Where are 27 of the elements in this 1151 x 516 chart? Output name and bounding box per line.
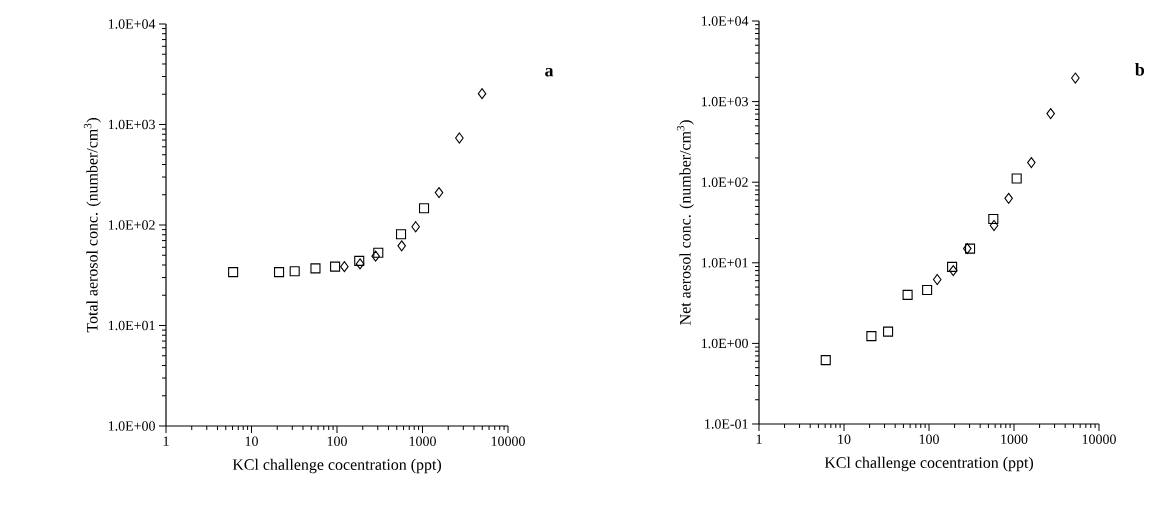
y-tick-label: 1.0E+04 bbox=[108, 19, 156, 29]
x-tick-label: 1000 bbox=[409, 436, 436, 446]
y-tick-label: 1.0E+04 bbox=[701, 16, 749, 26]
y-tick-label: 1.0E+00 bbox=[108, 421, 155, 431]
x-tick-label: 10000 bbox=[1082, 434, 1116, 444]
x-tick-label: 1 bbox=[756, 434, 762, 444]
x-tick-label: 1000 bbox=[1001, 434, 1028, 444]
text: a bbox=[545, 67, 554, 77]
y-tick-label: 1.0E+00 bbox=[701, 338, 748, 349]
x-tick-label: 10000 bbox=[491, 436, 525, 446]
x-tick-label: 100 bbox=[327, 436, 347, 446]
y-axis-title: Net aerosol conc. (number/cm$^{3}$) bbox=[676, 120, 694, 325]
y-tick-label: 1.0E-01 bbox=[705, 419, 748, 429]
x-tick-label: 10 bbox=[245, 436, 258, 446]
x-axis-title: KCl challenge cocentration (ppt) bbox=[232, 458, 442, 474]
x-tick-label: 100 bbox=[919, 434, 939, 444]
text: b bbox=[1135, 63, 1145, 76]
y-tick-label: 1.0E+01 bbox=[701, 258, 748, 268]
x-tick-label: 1 bbox=[163, 436, 169, 446]
y-tick-label: 1.0E+03 bbox=[701, 96, 748, 107]
y-tick-label: 1.0E+02 bbox=[701, 177, 748, 187]
y-tick-label: 1.0E+03 bbox=[108, 119, 155, 130]
x-axis-title: KCl challenge cocentration (ppt) bbox=[824, 456, 1034, 472]
x-tick-label: 10 bbox=[838, 434, 851, 444]
y-tick-label: 1.0E+02 bbox=[108, 220, 155, 230]
y-axis-title: Total aerosol conc. (number/cm$^{3}$) bbox=[83, 118, 101, 333]
y-tick-label: 1.0E+01 bbox=[108, 320, 155, 331]
